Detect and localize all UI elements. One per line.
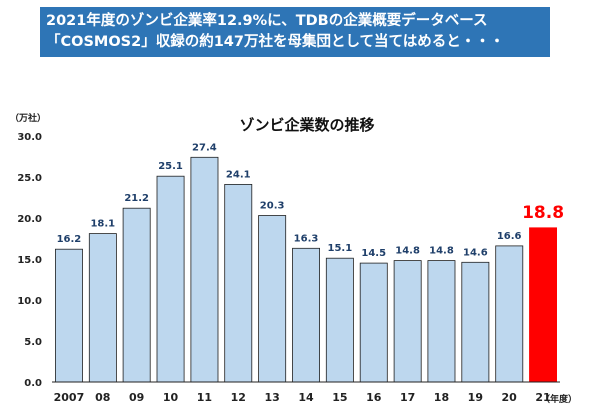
x-tick-label: 17 (400, 391, 415, 404)
x-axis-ticks: 2007 08 09 10 11 12 13 14 15 16 17 18 19 20 21 (54, 391, 551, 404)
data-label: 14.5 (361, 248, 386, 259)
y-axis-ticks: 0.0 5.0 10.0 15.0 20.0 25.0 30.0 (17, 132, 42, 389)
headline-line-2: 「COSMOS2」収録の約147万社を母集団として当てはめると・・・ (46, 34, 505, 50)
bar-17 (393, 260, 422, 383)
x-tick-label: 14 (298, 391, 314, 404)
bar-2007 (55, 248, 83, 383)
bar-10 (156, 175, 185, 383)
headline-banner: 2021年度のゾンビ企業率12.9%に、TDBの企業概要データベース 「COSM… (40, 7, 550, 57)
data-label: 21.2 (124, 193, 149, 204)
bar-series (55, 156, 558, 383)
bar-19 (461, 261, 490, 383)
y-tick-label: 15.0 (17, 255, 42, 266)
bar-11 (190, 156, 219, 383)
y-tick-label: 10.0 (17, 296, 42, 307)
data-label: 24.1 (226, 169, 251, 180)
y-tick-label: 25.0 (17, 173, 42, 184)
bar-20 (495, 245, 524, 383)
bar-12 (224, 183, 253, 383)
y-tick-label: 30.0 (17, 132, 42, 143)
y-tick-label: 20.0 (17, 214, 42, 225)
x-tick-label: 15 (332, 391, 347, 404)
bar-highlight-21 (529, 227, 558, 383)
data-label: 15.1 (328, 243, 353, 254)
data-label: 16.3 (294, 233, 319, 244)
y-tick-label: 0.0 (24, 378, 42, 389)
data-labels: 16.2 18.1 21.2 25.1 27.4 24.1 20.3 16.3 15.1 14.5… (57, 142, 564, 259)
bar-14 (292, 247, 321, 383)
data-label: 14.8 (395, 246, 420, 257)
y-axis-unit-label: （万社） (10, 112, 46, 124)
data-label: 25.1 (158, 161, 183, 172)
x-tick-label: 21 (535, 391, 550, 404)
bar-09 (122, 207, 151, 383)
bar-16 (359, 262, 388, 383)
headline-line-1: 2021年度のゾンビ企業率12.9%に、TDBの企業概要データベース (46, 13, 488, 29)
x-tick-label: 08 (95, 391, 110, 404)
y-tick-label: 5.0 (24, 337, 42, 348)
bar-18 (427, 260, 456, 383)
x-tick-label: 12 (231, 391, 246, 404)
x-tick-label: 2007 (54, 391, 85, 404)
x-tick-label: 11 (197, 391, 212, 404)
data-label-highlight: 18.8 (522, 203, 564, 223)
data-label: 18.1 (90, 219, 115, 230)
data-label: 16.2 (57, 234, 82, 245)
x-tick-label: 10 (163, 391, 179, 404)
x-tick-label: 19 (468, 391, 483, 404)
x-tick-label: 16 (366, 391, 382, 404)
x-tick-label: 20 (502, 391, 518, 404)
data-label: 20.3 (260, 201, 285, 212)
x-tick-label: 18 (434, 391, 449, 404)
x-tick-label: 09 (129, 391, 144, 404)
bar-13 (258, 215, 287, 383)
bar-08 (88, 233, 117, 383)
data-label: 27.4 (192, 142, 217, 153)
x-tick-label: 13 (264, 391, 279, 404)
data-label: 14.6 (463, 247, 488, 258)
data-label: 16.6 (497, 231, 522, 242)
bar-15 (325, 257, 354, 383)
data-label: 14.8 (429, 246, 454, 257)
x-axis-unit-label: （年度） (541, 393, 577, 405)
chart-title: ゾンビ企業数の推移 (239, 116, 374, 134)
